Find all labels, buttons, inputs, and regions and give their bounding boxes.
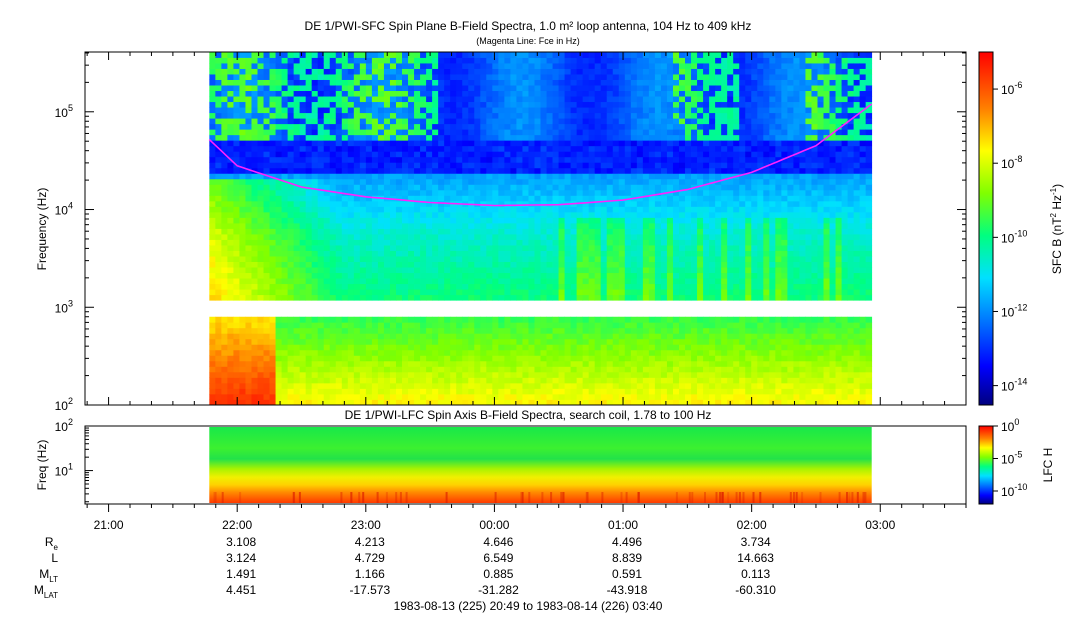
sfc-y-tick-label: 102 [55,396,73,413]
ephemeris-value: -17.573 [349,583,390,597]
ephemeris-row-label: L [51,551,58,565]
ephemeris-value: 4.451 [226,583,256,597]
lfc-y-ticks: 102 101 [55,417,93,503]
lfc-colorbar-ticks: 100 10-5 10-10 [993,417,1027,499]
lfc-colorbar-tick-label: 100 [1001,417,1019,434]
ephemeris-value: -60.310 [735,583,776,597]
sfc-colorbar: 10-6 10-8 10-10 10-12 10-14 SFC B (nT2 Hz-1) [978,51,1064,406]
lfc-colorbar: 100 10-5 10-10 LFC H [978,417,1055,505]
time-tick-label: 21:00 [94,518,124,532]
sfc-colorbar-tick-label: 10-8 [1001,154,1022,171]
sfc-colorbar-gradient [978,51,994,406]
ephemeris-value: 14.663 [737,551,774,565]
sfc-colorbar-label: SFC B (nT2 Hz-1) [1049,184,1064,274]
time-tick-label: 22:00 [222,518,252,532]
ephemeris-value: -31.282 [478,583,519,597]
lfc-x-ticks [86,504,967,512]
sfc-colorbar-tick-label: 10-14 [1001,377,1027,394]
sfc-y-tick-label: 104 [55,201,73,218]
lfc-colorbar-label: LFC H [1041,448,1055,483]
sfc-plot-frame [84,51,967,406]
sfc-y-axis-label: Frequency (Hz) [35,188,49,271]
ephemeris-value: 1.491 [226,567,256,581]
sfc-colorbar-tick-label: 10-6 [1001,80,1022,97]
ephemeris-value: 4.729 [355,551,385,565]
lfc-y-tick-label: 101 [55,462,73,479]
sfc-y-tick-label: 103 [55,298,73,315]
lfc-colorbar-gradient [978,425,994,505]
time-tick-label: 01:00 [608,518,638,532]
lfc-y-tick-label: 102 [55,417,73,434]
ephemeris-value: 0.591 [612,567,642,581]
ephemeris-value: 3.734 [741,535,771,549]
lfc-spectrogram [209,427,872,503]
time-tick-label: 23:00 [351,518,381,532]
sfc-colorbar-ticks: 10-6 10-8 10-10 10-12 10-14 [993,80,1027,394]
ephemeris-table: Re 3.108 4.213 4.646 4.496 3.734 L 3.124 4.729 6.… [34,535,776,600]
ephemeris-value: 3.124 [226,551,256,565]
ephemeris-value: 8.839 [612,551,642,565]
sfc-y-tick-label: 105 [55,103,73,120]
sfc-y-ticks: 102 103 104 105 [55,52,966,413]
ephemeris-value: 0.113 [741,567,770,581]
sfc-panel: 102 103 104 105 Frequency (Hz) [35,51,967,413]
fce-line [208,103,873,207]
time-tick-label: 02:00 [737,518,767,532]
chart-title: DE 1/PWI-SFC Spin Plane B-Field Spectra,… [305,19,752,33]
sfc-x-ticks [86,52,967,405]
ephemeris-value: -43.918 [607,583,648,597]
time-tick-label: 00:00 [479,518,509,532]
time-range-footer: 1983-08-13 (225) 20:49 to 1983-08-14 (22… [394,599,663,613]
lfc-panel: 102 101 Freq (Hz) [35,417,967,512]
chart-subtitle: (Magenta Line: Fce in Hz) [476,36,580,46]
lfc-plot-frame [84,425,967,505]
ephemeris-value: 3.108 [226,535,256,549]
lfc-colorbar-tick-label: 10-5 [1001,450,1022,467]
ephemeris-value: 4.496 [612,535,642,549]
time-tick-label: 03:00 [865,518,895,532]
ephemeris-row-label: Re [45,535,59,552]
time-axis-labels: 21:00 22:00 23:00 00:00 01:00 02:00 03:00 [94,518,896,532]
ephemeris-value: 4.646 [483,535,513,549]
ephemeris-value: 1.166 [355,567,385,581]
ephemeris-row-label: MLAT [34,583,58,600]
lfc-y-axis-label: Freq (Hz) [35,440,49,491]
lfc-panel-title: DE 1/PWI-LFC Spin Axis B-Field Spectra, … [345,408,712,422]
sfc-colorbar-tick-label: 10-10 [1001,228,1027,245]
lfc-colorbar-tick-label: 10-10 [1001,482,1027,499]
sfc-colorbar-tick-label: 10-12 [1001,302,1027,319]
ephemeris-value: 4.213 [355,535,385,549]
ephemeris-value: 6.549 [483,551,513,565]
sfc-spectrogram [209,52,873,405]
ephemeris-row-label: MLT [39,567,58,584]
ephemeris-value: 0.885 [483,567,513,581]
